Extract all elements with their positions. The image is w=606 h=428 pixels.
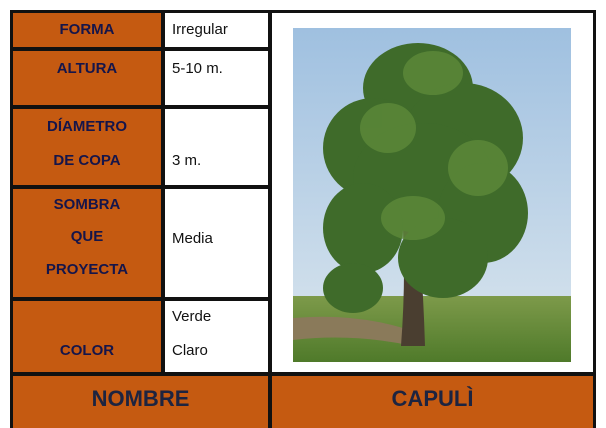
row-label: DE COPA	[53, 152, 121, 169]
row-label: COLOR	[59, 342, 115, 359]
footer-name: CAPULÌ	[391, 386, 474, 411]
value-cell	[165, 301, 268, 372]
label-cell	[13, 301, 161, 372]
value-cell	[165, 189, 268, 297]
row-label: SOMBRA	[53, 196, 121, 213]
label-cell	[13, 109, 161, 185]
value-cell	[165, 51, 268, 105]
row-value: 3 m.	[172, 152, 202, 169]
row-value: Irregular	[172, 21, 228, 38]
row-value: Claro	[172, 342, 208, 359]
row-label: DÍAMETRO	[47, 118, 127, 135]
row-label: QUE	[70, 228, 104, 245]
footer-name-cell	[272, 376, 593, 428]
label-cell	[13, 51, 161, 105]
row-value: 5-10 m.	[172, 60, 223, 77]
value-cell	[165, 109, 268, 185]
label-cell	[13, 13, 161, 47]
row-value: Media	[172, 230, 213, 247]
footer-label-cell	[13, 376, 268, 428]
row-label: ALTURA	[56, 60, 118, 77]
tree-photo	[293, 28, 571, 362]
row-value: Verde	[172, 308, 212, 325]
row-label: PROYECTA	[45, 261, 129, 278]
row-label: FORMA	[59, 21, 115, 38]
label-cell	[13, 189, 161, 297]
footer-label: NOMBRE	[91, 386, 190, 411]
value-cell	[165, 13, 268, 47]
